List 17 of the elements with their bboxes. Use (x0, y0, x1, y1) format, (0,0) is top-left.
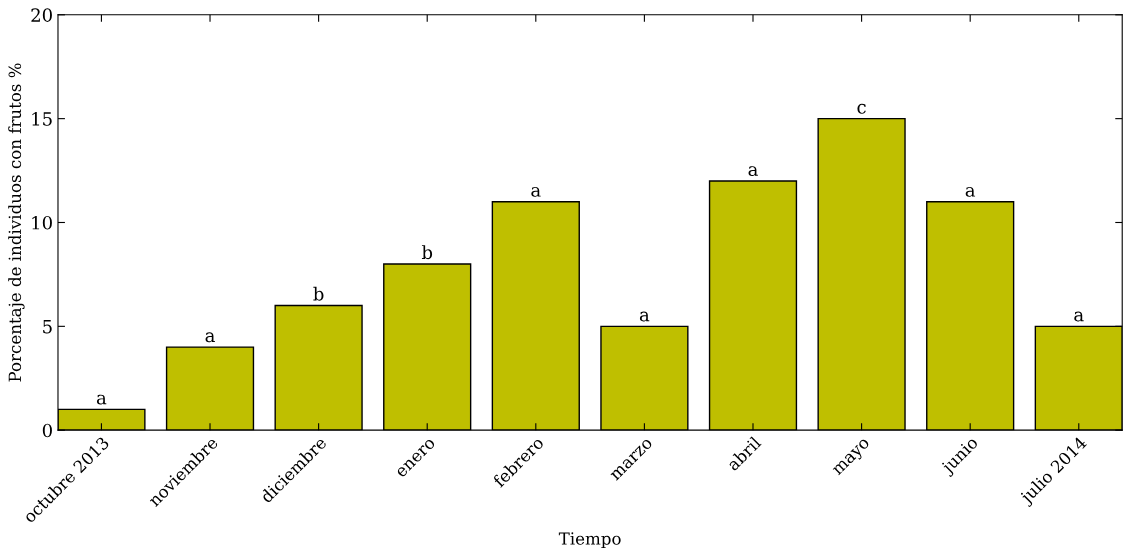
y-tick-label: 0 (42, 423, 52, 438)
y-tick-label: 10 (32, 215, 52, 230)
y-axis-title: Porcentaje de individuos con frutos % (8, 63, 25, 382)
annotation: a (1074, 311, 1084, 322)
y-tick-label: 5 (43, 320, 52, 334)
annotation: a (639, 311, 650, 322)
annotation: c (857, 103, 866, 114)
annotation: a (965, 186, 976, 197)
y-tick-label: 20 (31, 8, 52, 22)
annotation: a (748, 166, 758, 177)
x-axis-title: Tiempo (558, 532, 621, 548)
annotation: a (96, 394, 107, 405)
annotation: a (531, 186, 541, 197)
y-tick-label: 15 (32, 112, 52, 126)
annotation: b (313, 286, 324, 301)
annotation: b (421, 245, 433, 260)
annotation: a (205, 332, 215, 343)
